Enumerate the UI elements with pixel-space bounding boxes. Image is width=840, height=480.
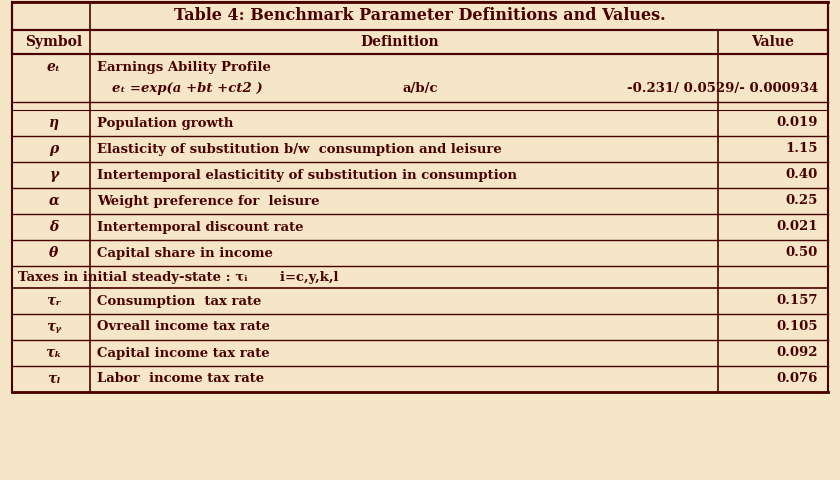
Bar bbox=[12, 266, 828, 288]
Text: Symbol: Symbol bbox=[25, 35, 82, 49]
Text: α: α bbox=[49, 194, 60, 208]
Text: Population growth: Population growth bbox=[97, 117, 234, 130]
Text: Value: Value bbox=[752, 35, 795, 49]
Text: τᵣ: τᵣ bbox=[46, 294, 61, 308]
Text: -0.231/ 0.0529/- 0.000934: -0.231/ 0.0529/- 0.000934 bbox=[627, 82, 818, 95]
Text: Labor  income tax rate: Labor income tax rate bbox=[97, 372, 264, 385]
Text: τᵧ: τᵧ bbox=[46, 320, 61, 334]
Text: eₜ =exp(a +bt +ct2 ): eₜ =exp(a +bt +ct2 ) bbox=[112, 82, 263, 95]
Text: Weight preference for  leisure: Weight preference for leisure bbox=[97, 194, 319, 207]
Text: 0.105: 0.105 bbox=[776, 321, 818, 334]
Text: 0.25: 0.25 bbox=[785, 194, 818, 207]
Text: Consumption  tax rate: Consumption tax rate bbox=[97, 295, 261, 308]
Text: ρ: ρ bbox=[50, 142, 59, 156]
Text: θ: θ bbox=[50, 246, 59, 260]
Text: η: η bbox=[49, 116, 59, 130]
Text: 0.157: 0.157 bbox=[776, 295, 818, 308]
Text: γ: γ bbox=[50, 168, 59, 182]
Text: Definition: Definition bbox=[360, 35, 439, 49]
Text: Taxes in initial steady-state : τᵢ       i=c,y,k,l: Taxes in initial steady-state : τᵢ i=c,y… bbox=[18, 271, 339, 284]
Text: Table 4: Benchmark Parameter Definitions and Values.: Table 4: Benchmark Parameter Definitions… bbox=[174, 8, 666, 24]
Text: 0.076: 0.076 bbox=[777, 372, 818, 385]
Bar bbox=[12, 30, 828, 54]
Text: 0.50: 0.50 bbox=[785, 247, 818, 260]
Text: τₖ: τₖ bbox=[45, 346, 62, 360]
Text: Ovreall income tax rate: Ovreall income tax rate bbox=[97, 321, 270, 334]
Text: Capital income tax rate: Capital income tax rate bbox=[97, 347, 270, 360]
Text: δ: δ bbox=[50, 220, 59, 234]
Text: Elasticity of substitution b/w  consumption and leisure: Elasticity of substitution b/w consumpti… bbox=[97, 143, 501, 156]
Text: 0.019: 0.019 bbox=[776, 117, 818, 130]
Text: 0.40: 0.40 bbox=[785, 168, 818, 181]
Text: τₗ: τₗ bbox=[47, 372, 60, 386]
Text: 1.15: 1.15 bbox=[785, 143, 818, 156]
Text: Earnings Ability Profile: Earnings Ability Profile bbox=[97, 61, 270, 74]
Text: Intertemporal elasticitity of substitution in consumption: Intertemporal elasticitity of substituti… bbox=[97, 168, 517, 181]
Text: Intertemporal discount rate: Intertemporal discount rate bbox=[97, 220, 303, 233]
Bar bbox=[12, 2, 828, 30]
Text: Capital share in income: Capital share in income bbox=[97, 247, 273, 260]
Text: 0.021: 0.021 bbox=[776, 220, 818, 233]
Text: eₜ: eₜ bbox=[47, 60, 61, 74]
Text: 0.092: 0.092 bbox=[776, 347, 818, 360]
Text: a/b/c: a/b/c bbox=[402, 82, 438, 95]
